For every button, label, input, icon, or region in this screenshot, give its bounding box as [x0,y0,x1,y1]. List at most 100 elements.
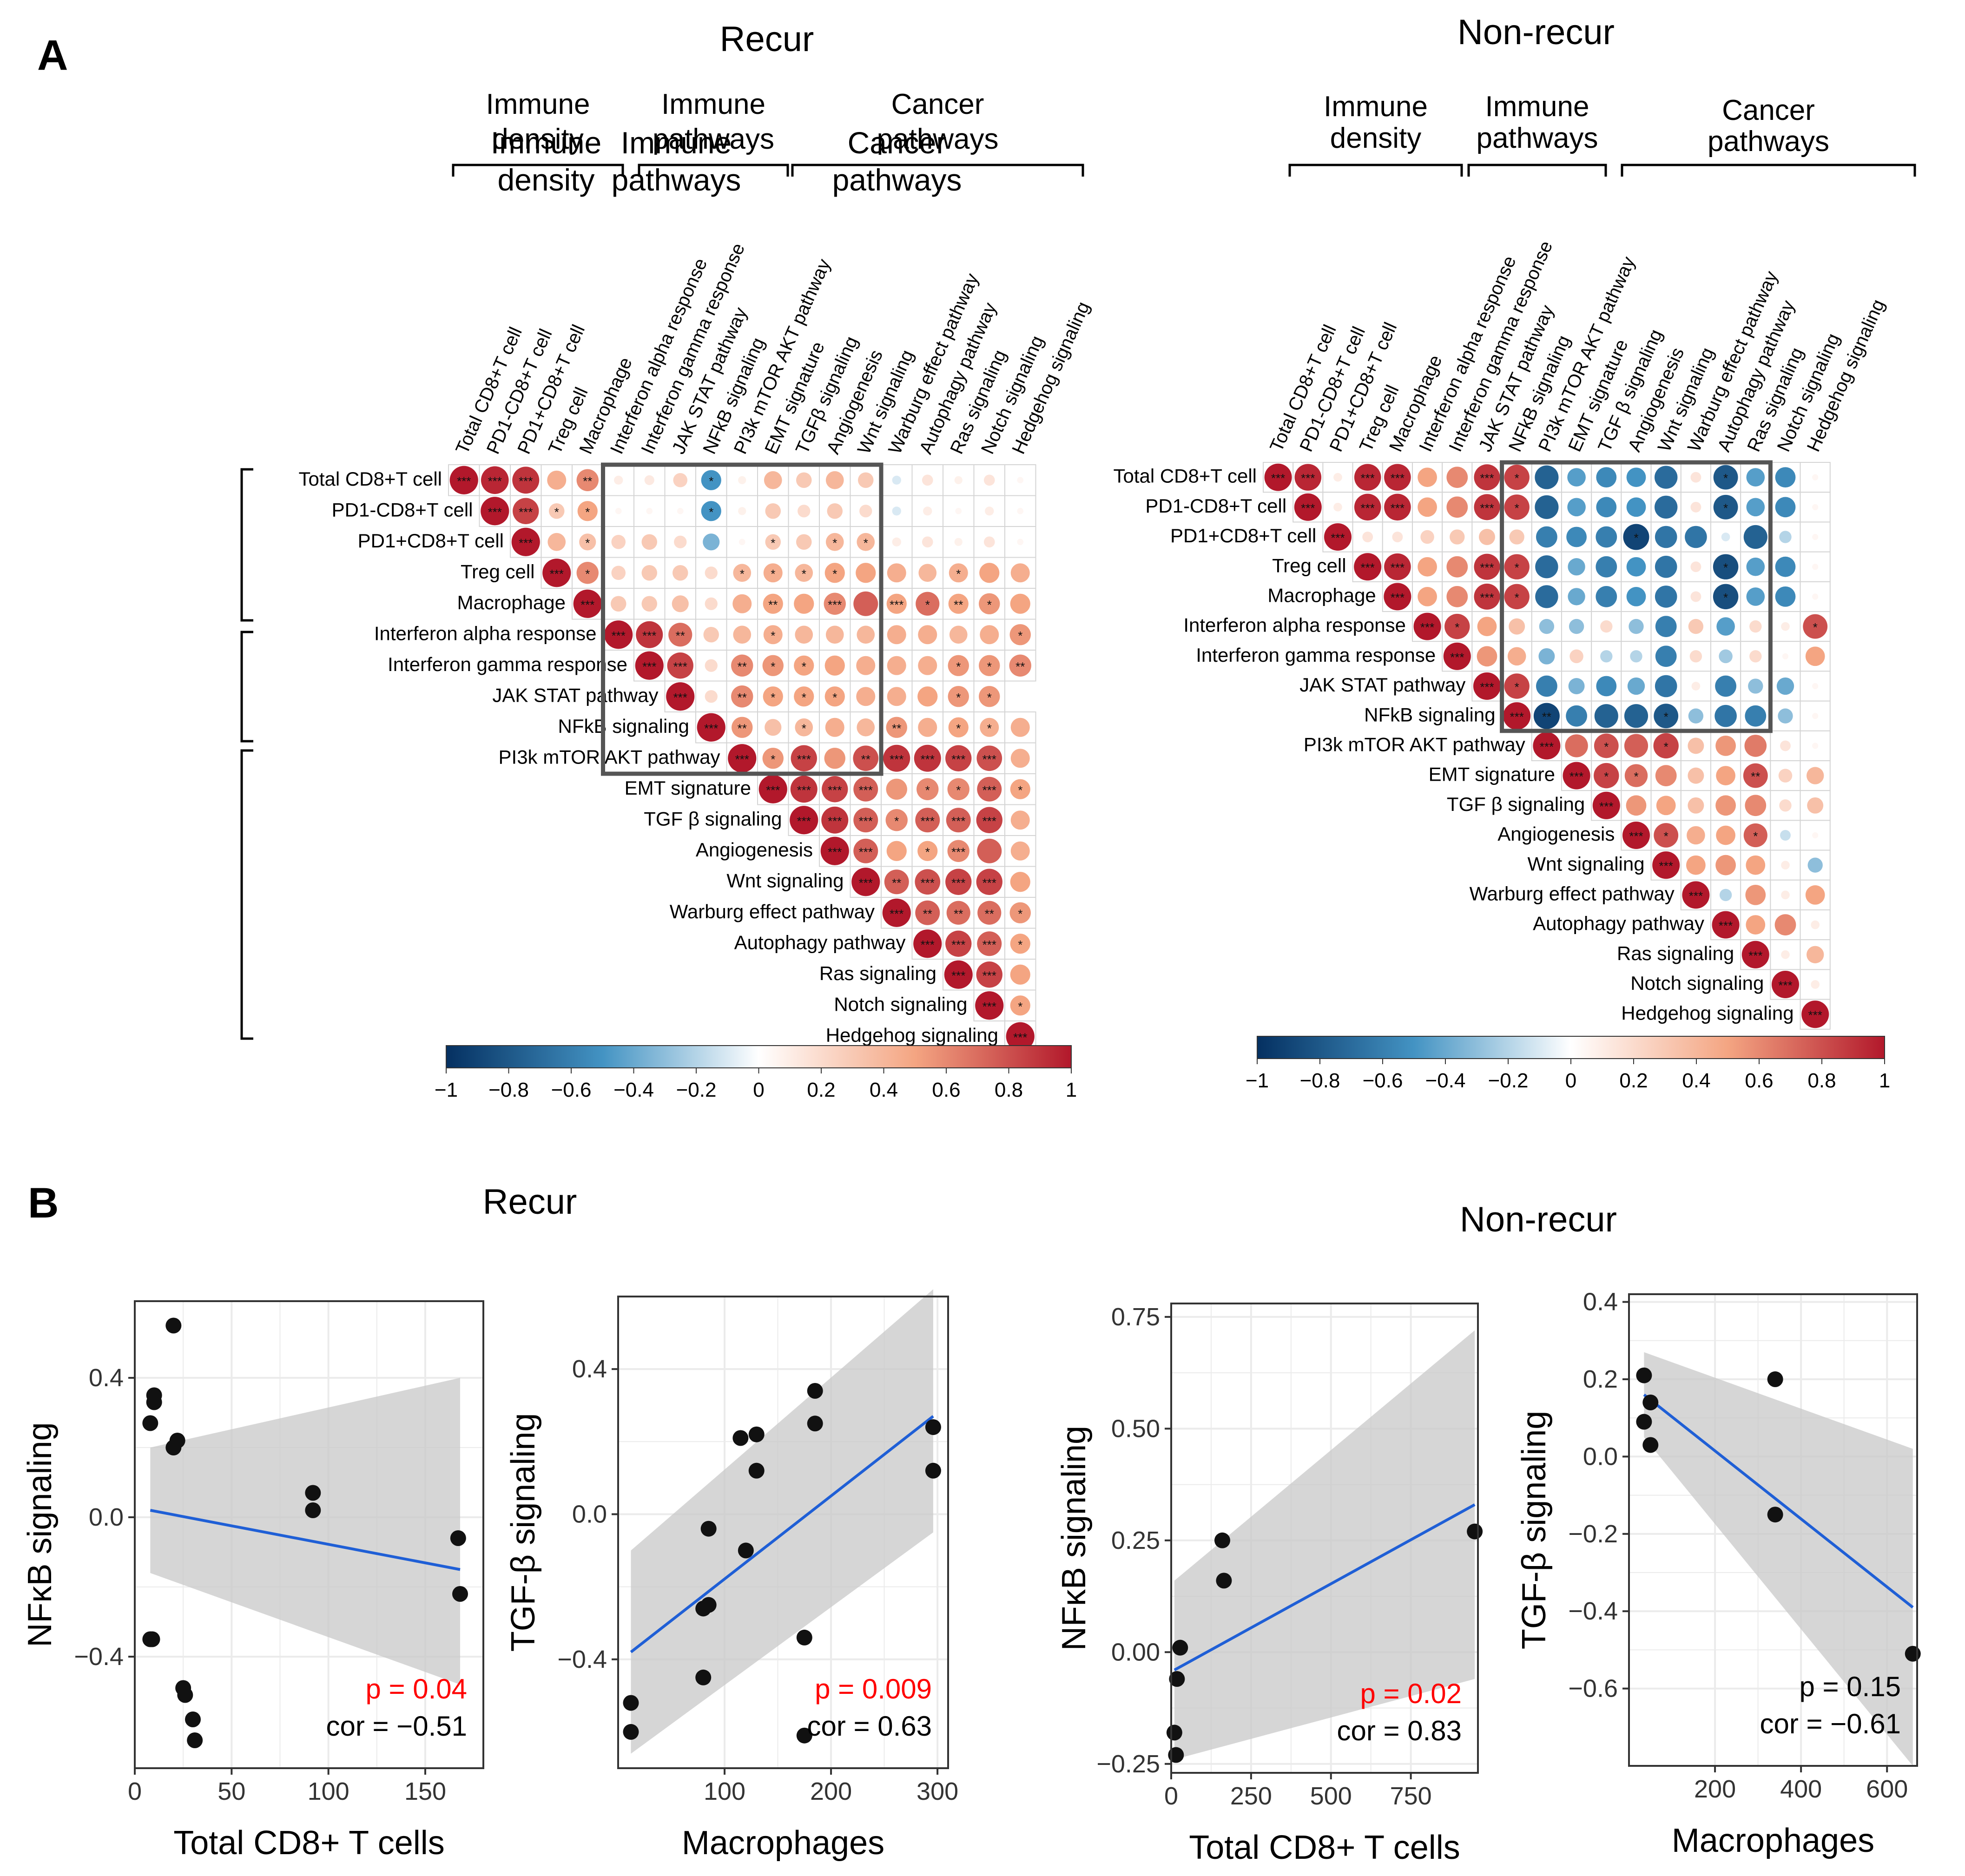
correlation-circle [947,840,969,862]
correlation-circle [1420,530,1434,544]
correlation-circle [1594,763,1619,789]
correlation-circle [1655,555,1677,578]
heatmap-cell [1680,611,1712,642]
correlation-circle [1354,464,1381,491]
correlation-circle [979,655,1000,676]
significance-stars: *** [1808,1008,1822,1022]
significance-stars: ** [954,598,963,612]
significance-stars: *** [982,938,996,952]
correlation-circle [1017,477,1024,484]
significance-stars: *** [1391,591,1405,605]
x-tick-label: 0 [128,1777,142,1805]
correlation-circle [887,563,906,583]
correlation-circle [1294,493,1322,521]
row-label: Warburg effect pathway [670,901,875,922]
significance-stars: * [925,783,930,797]
correlation-circle [1009,902,1031,923]
significance-stars: * [1604,770,1609,783]
correlation-circle [1596,556,1617,578]
column-group-label: Immune [1485,91,1589,123]
significance-stars: *** [1569,770,1583,783]
correlation-circle [853,745,879,771]
y-tick-label: −0.4 [1568,1597,1618,1625]
x-tick-label: 150 [404,1777,446,1805]
correlation-circle [1418,587,1437,606]
significance-stars: * [1723,561,1728,575]
correlation-circle [918,625,937,645]
correlation-circle [977,901,1002,925]
correlation-circle [857,533,875,551]
correlation-circle [1654,704,1679,729]
correlation-circle [1746,468,1765,487]
significance-stars: *** [642,629,656,643]
correlation-circle [738,507,746,515]
correlation-circle [1384,494,1411,521]
plot-border [1628,1293,1918,1767]
correlation-circle [1775,586,1796,607]
significance-stars: ** [1751,770,1760,783]
significance-stars: ** [583,474,592,488]
data-point [165,1317,182,1334]
correlation-circle [763,563,783,583]
correlation-circle [856,687,876,706]
correlation-circle [1568,678,1585,694]
correlation-circle [1682,881,1710,909]
correlation-circle [1624,704,1648,728]
x-tick-label: 200 [1694,1775,1736,1803]
significance-stars: *** [519,536,533,550]
correlation-circle [918,717,937,737]
significance-stars: * [585,505,590,519]
correlation-circle [1535,495,1559,519]
significance-stars: *** [951,814,965,828]
correlation-circle [1712,911,1740,939]
correlation-circle [820,836,849,865]
color-scale-label: 0.6 [1745,1069,1773,1092]
correlation-circle [892,537,901,546]
significance-stars: * [832,567,837,581]
x-axis-label: Total CD8+ T cells [1189,1829,1460,1866]
x-tick-label: 250 [1230,1782,1272,1810]
significance-stars: * [987,721,992,735]
correlation-circle [666,682,695,711]
heatmap-cell [1740,671,1771,702]
confidence-band [631,1289,933,1754]
correlation-circle [1688,767,1704,784]
correlation-circle [979,593,1000,614]
significance-stars: * [585,567,590,581]
significance-stars: * [1455,620,1459,634]
y-tick-label: 0.4 [572,1355,607,1383]
significance-stars: * [771,659,775,673]
correlation-circle [851,868,880,896]
correlation-circle [1778,708,1793,724]
correlation-circle [1807,857,1823,873]
significance-stars: *** [828,598,842,612]
correlation-circle [668,623,692,647]
correlation-circle [1780,740,1791,751]
significance-stars: *** [1361,471,1375,485]
correlation-circle [1690,591,1701,602]
correlation-circle [576,469,599,491]
correlation-circle [1803,614,1828,639]
correlation-circle [1596,467,1617,488]
significance-stars: * [956,659,961,673]
correlation-circle [1743,763,1768,788]
significance-stars: *** [982,752,996,766]
correlation-circle [573,589,602,618]
correlation-circle [1006,1022,1035,1051]
correlation-circle [795,564,813,582]
color-scale-bar [1257,1036,1885,1059]
data-point [695,1669,712,1685]
row-label: PI3k mTOR AKT pathway [1304,733,1525,755]
correlation-circle [1354,553,1382,581]
p-value-annotation: p = 0.04 [365,1673,467,1705]
row-group-label: Cancer [848,125,947,160]
row-label: Autophagy pathway [734,932,906,954]
significance-stars: ** [892,721,901,735]
correlation-circle [731,685,753,708]
correlation-circle [1624,764,1648,787]
correlation-circle [1626,467,1646,487]
significance-stars: *** [1629,829,1643,843]
y-axis-label: NFκB signaling [1055,1426,1093,1651]
significance-stars: *** [1599,799,1613,813]
